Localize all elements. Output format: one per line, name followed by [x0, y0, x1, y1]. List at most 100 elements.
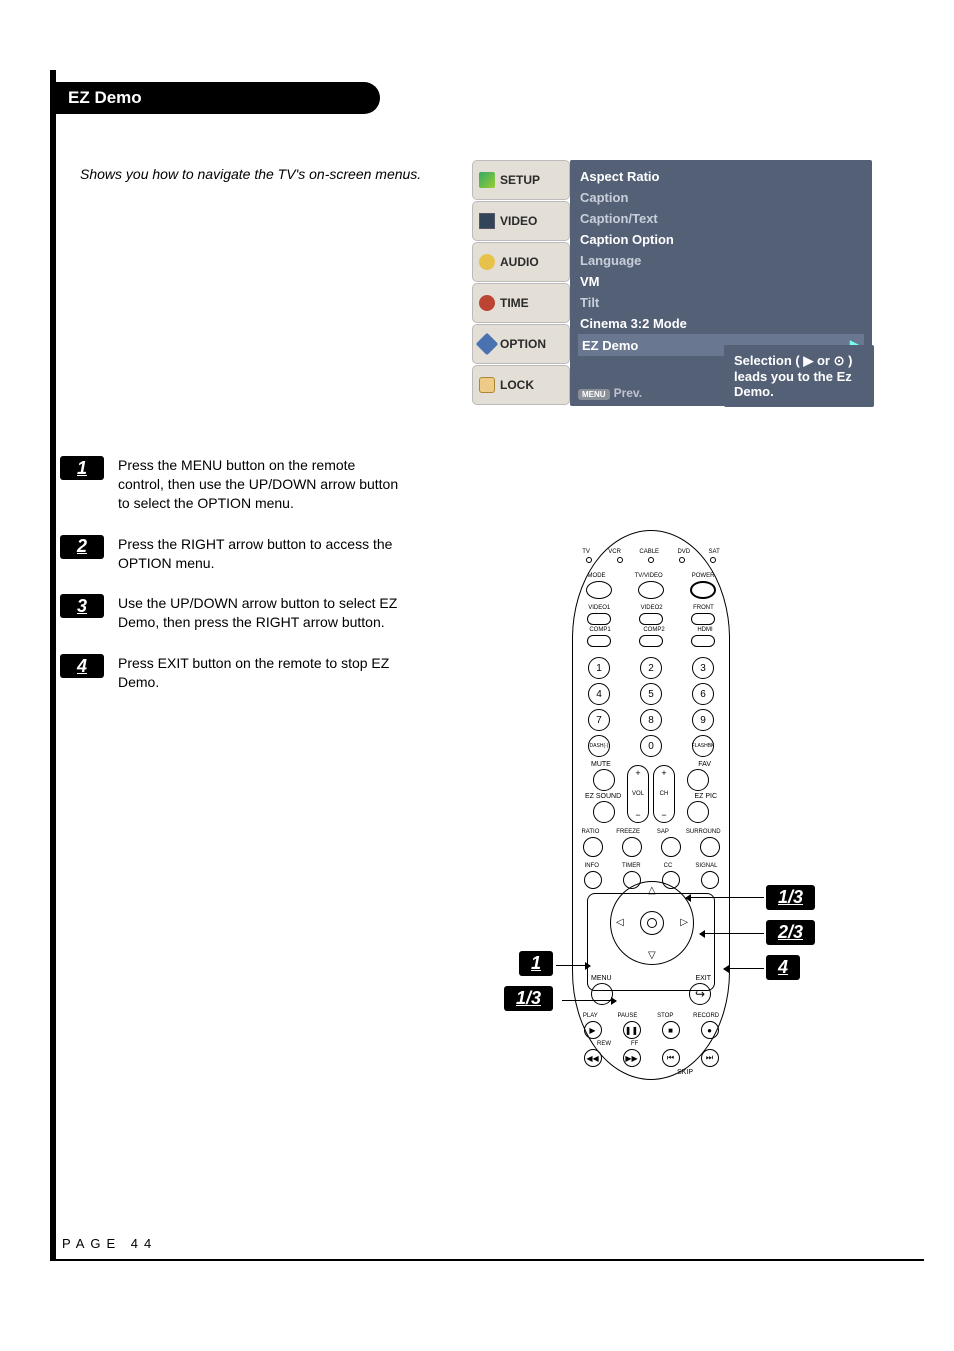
row-labels: PLAY PAUSE STOP RECORD [573, 1013, 729, 1019]
label: SAP [657, 829, 669, 835]
label: VCR [608, 549, 621, 555]
label: SURROUND [686, 829, 721, 835]
left-arrow-icon: ◁ [616, 917, 624, 928]
callout-line [556, 965, 590, 966]
play-button: ▶ [584, 1021, 602, 1039]
callout-1: 1 [519, 951, 553, 976]
mute-button [593, 769, 615, 791]
pause-button: ❚❚ [623, 1021, 641, 1039]
osd-tab-label: LOCK [500, 378, 534, 392]
hammer-icon [479, 172, 495, 188]
clock-icon [479, 295, 495, 311]
step-text: Press the RIGHT arrow button to access t… [118, 535, 400, 573]
led-icon [617, 557, 623, 563]
osd-item: Caption [578, 187, 864, 208]
step-number: 1 [60, 456, 104, 480]
hdmi-button [691, 635, 715, 647]
step-text: Press the MENU button on the remote cont… [118, 456, 400, 513]
row-labels: COMP1 COMP2 HDMI [573, 627, 729, 633]
callout-line [686, 897, 764, 898]
record-button: ● [701, 1021, 719, 1039]
num-5: 5 [640, 683, 662, 705]
ff-button: ▶▶ [623, 1049, 641, 1067]
power-button [690, 581, 716, 599]
btn-row [573, 613, 729, 625]
led-icon [648, 557, 654, 563]
sap-button [661, 837, 681, 857]
intro-text: Shows you how to navigate the TV's on-sc… [80, 166, 421, 182]
dpad-enter [640, 911, 664, 935]
label: MODE [588, 573, 606, 579]
callout-4: 4 [766, 955, 800, 980]
row-labels: MODE TV/VIDEO POWER [573, 573, 729, 579]
ch-label: CH [660, 791, 669, 797]
fav-button [687, 769, 709, 791]
osd-tab-setup: SETUP [472, 160, 570, 200]
surround-button [700, 837, 720, 857]
numpad-row: 1 2 3 [573, 657, 729, 679]
numpad-row: 4 5 6 [573, 683, 729, 705]
row-labels: VIDEO1 VIDEO2 FRONT [573, 605, 729, 611]
osd-item: Caption Option [578, 229, 864, 250]
label: RATIO [581, 829, 599, 835]
video1-button [587, 613, 611, 625]
label: CABLE [639, 549, 659, 555]
osd-tab-label: TIME [500, 296, 529, 310]
page-number: PAGE 44 [62, 1236, 157, 1251]
up-arrow-icon: △ [648, 885, 656, 896]
video2-button [639, 613, 663, 625]
comp1-button [587, 635, 611, 647]
callout-line [724, 968, 764, 969]
osd-tab-option: OPTION [472, 324, 570, 364]
label: DVD [677, 549, 690, 555]
osd-tab-lock: LOCK [472, 365, 570, 405]
fav-label: FAV [698, 761, 711, 768]
dash-button: DASH(-) [588, 735, 610, 757]
osd-item: Cinema 3:2 Mode [578, 313, 864, 334]
label: INFO [585, 863, 599, 869]
step-text: Press EXIT button on the remote to stop … [118, 654, 400, 692]
rew-button: ◀◀ [584, 1049, 602, 1067]
vol-label: VOL [632, 791, 644, 797]
transport-row: ◀◀ ▶▶ ⏮ ⏭ [573, 1049, 729, 1067]
row-labels: RATIO FREEZE SAP SURROUND [573, 829, 729, 835]
step: 1 Press the MENU button on the remote co… [60, 456, 400, 513]
num-0: 0 [640, 735, 662, 757]
remote-body: TV VCR CABLE DVD SAT MODE TV/VIDEO POWER… [572, 530, 730, 1080]
label: RECORD [693, 1013, 719, 1019]
menu-button [591, 983, 613, 1005]
callout-line [700, 933, 764, 934]
osd-tab-video: VIDEO [472, 201, 570, 241]
down-arrow-icon: ▽ [648, 950, 656, 961]
osd-callout: Selection ( ▶ or ⊙ ) leads you to the Ez… [724, 345, 874, 407]
label: PAUSE [618, 1013, 638, 1019]
step: 3 Use the UP/DOWN arrow button to select… [60, 594, 400, 632]
osd-item: Aspect Ratio [578, 166, 864, 187]
step-text: Use the UP/DOWN arrow button to select E… [118, 594, 400, 632]
steps-list: 1 Press the MENU button on the remote co… [60, 456, 400, 714]
skip-label: SKIP [677, 1069, 693, 1076]
osd-selected-label: EZ Demo [582, 338, 638, 353]
numpad-row: 7 8 9 [573, 709, 729, 731]
step-number: 3 [60, 594, 104, 618]
ezsound-label: EZ SOUND [585, 793, 621, 800]
ezpic-label: EZ PIC [694, 793, 717, 800]
callout-line [562, 1000, 616, 1001]
num-2: 2 [640, 657, 662, 679]
osd-item: VM [578, 271, 864, 292]
label: SAT [709, 549, 720, 555]
led-row [573, 557, 729, 563]
dpad: △ ▽ ◁ ▷ [610, 881, 694, 965]
step-number: 2 [60, 535, 104, 559]
label: VIDEO2 [641, 605, 663, 611]
label: CC [664, 863, 673, 869]
label: FREEZE [616, 829, 640, 835]
tvvideo-button [638, 581, 664, 599]
osd-tab-label: SETUP [500, 173, 540, 187]
osd-tab-audio: AUDIO [472, 242, 570, 282]
transport-row: ▶ ❚❚ ■ ● [573, 1021, 729, 1039]
tv-icon [479, 213, 495, 229]
mode-button [586, 581, 612, 599]
btn-row [573, 635, 729, 647]
exit-button: ↪ [689, 983, 711, 1005]
